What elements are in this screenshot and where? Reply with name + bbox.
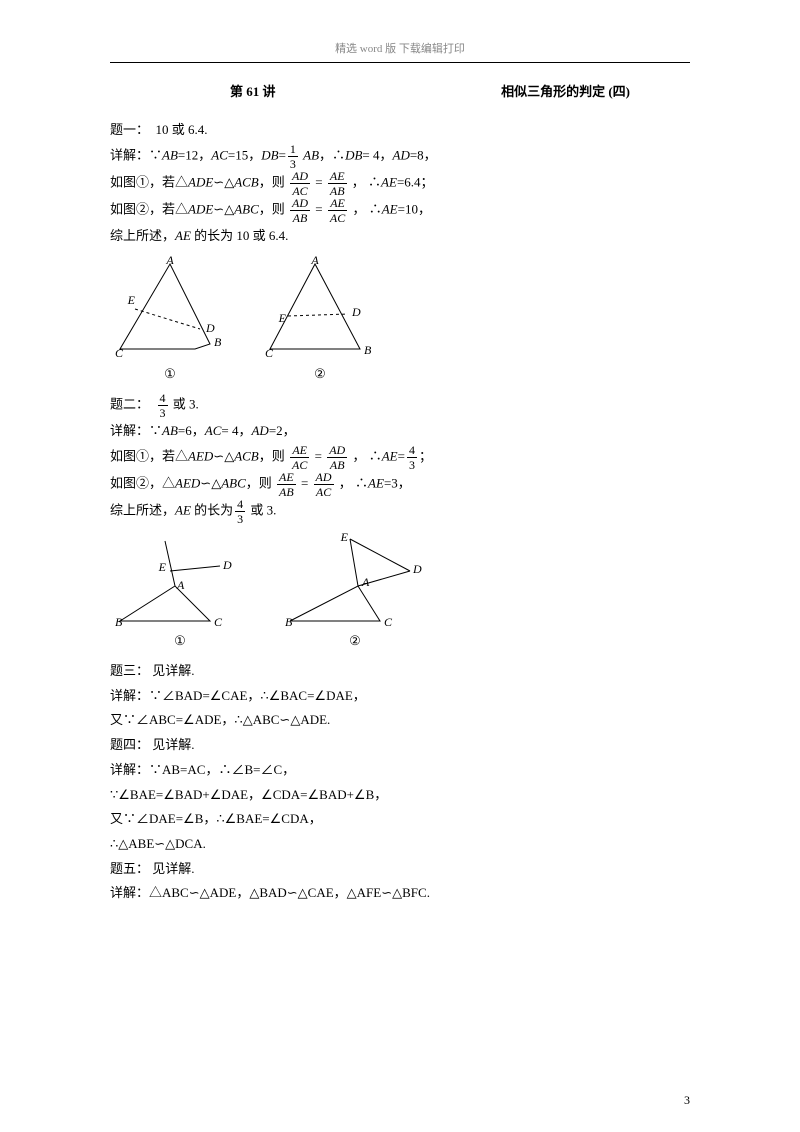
q2-fig1-label: ①	[110, 633, 250, 649]
title-right: 相似三角形的判定 (四)	[501, 81, 630, 100]
q2-fig2: A E D B C ②	[280, 531, 430, 649]
svg-text:B: B	[115, 615, 123, 629]
q1-fig2: A E D B C ②	[260, 254, 380, 382]
q1-answer: 题一： 10 或 6.4.	[110, 118, 690, 143]
triangle-diagram-2: A E D B C	[260, 254, 380, 364]
triangle-diagram-1: A E D B C	[110, 254, 230, 364]
svg-text:A: A	[361, 575, 370, 589]
q2-fig1: A E D B C ①	[110, 531, 250, 649]
q2-detail-3: 如图②，△AED∽△ABC，则 AEAB = ADAC ， ∴AE=3，	[110, 471, 690, 498]
q2-fig2-label: ②	[280, 633, 430, 649]
page-header: 精选 word 版 下载编辑打印	[110, 40, 690, 63]
q3-l1: 详解：∵∠BAD=∠CAE，∴∠BAC=∠DAE，	[110, 684, 690, 709]
q2-conclusion: 综上所述，AE 的长为43 或 3.	[110, 498, 690, 525]
page: 精选 word 版 下载编辑打印 第 61 讲 相似三角形的判定 (四) 题一：…	[0, 0, 800, 1132]
triangle-diagram-4: A E D B C	[280, 531, 430, 631]
q4-l2: ∵∠BAE=∠BAD+∠DAE，∠CDA=∠BAD+∠B，	[110, 783, 690, 808]
triangle-diagram-3: A E D B C	[110, 531, 250, 631]
q5-answer: 题五： 见详解.	[110, 857, 690, 882]
svg-text:E: E	[278, 311, 287, 325]
q4-l3: 又∵∠DAE=∠B，∴∠BAE=∠CDA，	[110, 807, 690, 832]
q2-answer: 题二： 43 或 3.	[110, 392, 690, 419]
svg-text:C: C	[214, 615, 223, 629]
svg-text:A: A	[165, 254, 174, 267]
svg-text:B: B	[364, 343, 372, 357]
q3-l2: 又∵∠ABC=∠ADE，∴△ABC∽△ADE.	[110, 708, 690, 733]
svg-text:E: E	[340, 531, 349, 544]
q1-fig1: A E D B C ①	[110, 254, 230, 382]
q1-fig1-label: ①	[110, 366, 230, 382]
page-number: 3	[684, 1093, 690, 1108]
svg-text:C: C	[265, 346, 274, 360]
svg-text:A: A	[310, 254, 319, 267]
q1-detail-1: 详解：∵AB=12，AC=15，DB=13 AB，∴DB= 4，AD=8，	[110, 143, 690, 170]
svg-text:B: B	[214, 335, 222, 349]
q2-detail-2: 如图①，若△AED∽△ACB，则 AEAC = ADAB ， ∴AE=43；	[110, 444, 690, 471]
q4-l1: 详解：∵AB=AC，∴∠B=∠C，	[110, 758, 690, 783]
svg-text:D: D	[412, 562, 422, 576]
svg-text:C: C	[384, 615, 393, 629]
q1-fig2-label: ②	[260, 366, 380, 382]
q3-answer: 题三： 见详解.	[110, 659, 690, 684]
q1-detail-3: 如图②，若△ADE∽△ABC，则 ADAB = AEAC ， ∴AE=10，	[110, 197, 690, 224]
svg-text:E: E	[127, 293, 136, 307]
svg-text:A: A	[176, 578, 185, 592]
q5-l1: 详解：△ABC∽△ADE，△BAD∽△CAE，△AFE∽△BFC.	[110, 881, 690, 906]
svg-text:D: D	[351, 305, 361, 319]
q4-answer: 题四： 见详解.	[110, 733, 690, 758]
q1-figures: A E D B C ① A E D B C ②	[110, 254, 690, 382]
title-row: 第 61 讲 相似三角形的判定 (四)	[110, 81, 690, 100]
q4-l4: ∴△ABE∽△DCA.	[110, 832, 690, 857]
svg-text:E: E	[158, 560, 167, 574]
q1-ans-text: 10 或 6.4.	[156, 122, 208, 137]
q2-label: 题二：	[110, 397, 149, 412]
title-left: 第 61 讲	[230, 81, 276, 100]
svg-text:D: D	[205, 321, 215, 335]
svg-text:B: B	[285, 615, 293, 629]
q2-detail-1: 详解：∵AB=6，AC= 4，AD=2，	[110, 419, 690, 444]
q2-figures: A E D B C ① A E D B C ②	[110, 531, 690, 649]
svg-text:C: C	[115, 346, 124, 360]
q1-label: 题一：	[110, 122, 149, 137]
q1-conclusion: 综上所述，AE 的长为 10 或 6.4.	[110, 224, 690, 249]
q1-detail-2: 如图①，若△ADE∽△ACB，则 ADAC = AEAB ， ∴AE=6.4；	[110, 170, 690, 197]
svg-text:D: D	[222, 558, 232, 572]
